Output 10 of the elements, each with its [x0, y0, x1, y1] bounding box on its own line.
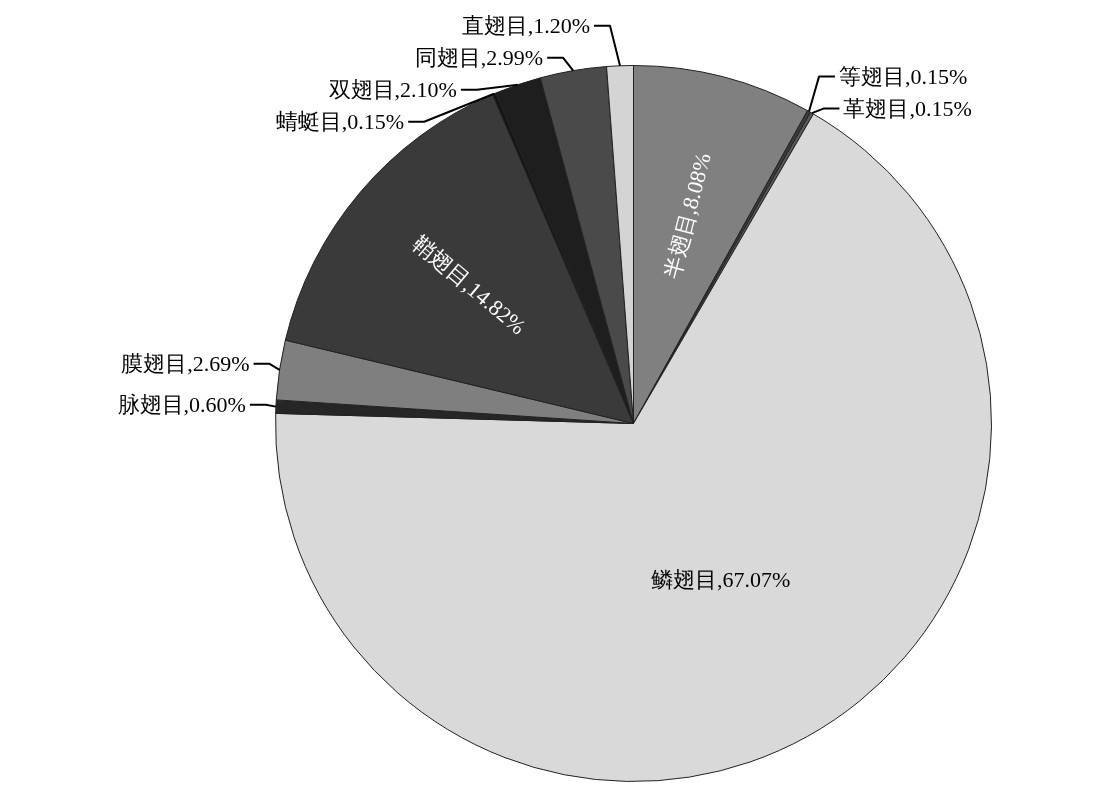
slice-label: 革翅目,0.15% — [843, 96, 972, 122]
slice-label: 膜翅目,2.69% — [121, 351, 250, 377]
slice-label: 双翅目,2.10% — [328, 77, 457, 103]
slice-label: 直翅目,1.20% — [461, 13, 591, 39]
slice-label: 脉翅目,0.60% — [117, 392, 246, 418]
slice-label: 蜻蜓目,0.15% — [275, 109, 405, 135]
slice-label: 等翅目,0.15% — [839, 64, 968, 90]
slice-label: 鳞翅目,67.07% — [650, 567, 791, 593]
slice-label: 半翅目,8.08% — [659, 150, 716, 281]
slice-label: 同翅目,2.99% — [414, 45, 544, 71]
